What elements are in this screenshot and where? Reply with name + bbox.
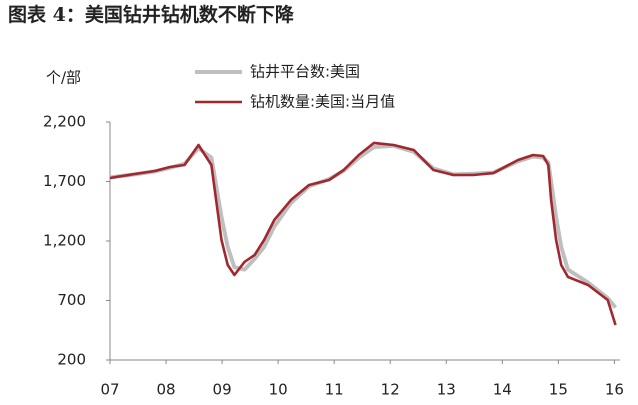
chart-title: 图表 4：美国钻井钻机数不断下降 bbox=[8, 3, 295, 26]
x-tick-label: 16 bbox=[605, 381, 624, 399]
y-tick-label: 200 bbox=[57, 351, 86, 369]
x-tick-label: 13 bbox=[437, 381, 456, 399]
legend-label: 钻井平台数:美国 bbox=[250, 63, 360, 81]
y-axis-unit: 个/部 bbox=[46, 69, 81, 87]
y-tick-label: 2,200 bbox=[43, 113, 86, 131]
x-tick-label: 09 bbox=[213, 381, 232, 399]
series-line bbox=[109, 143, 618, 309]
y-tick-label: 1,700 bbox=[43, 172, 86, 190]
series-line bbox=[109, 141, 617, 326]
y-tick-label: 700 bbox=[57, 291, 86, 309]
x-tick-label: 10 bbox=[269, 381, 288, 399]
x-tick-label: 14 bbox=[493, 381, 512, 399]
x-tick-label: 07 bbox=[100, 381, 119, 399]
y-tick-label: 1,200 bbox=[43, 232, 86, 250]
x-tick-label: 08 bbox=[156, 381, 175, 399]
x-tick-label: 11 bbox=[325, 381, 344, 399]
legend-label: 钻机数量:美国:当月值 bbox=[250, 93, 395, 111]
x-tick-label: 12 bbox=[381, 381, 400, 399]
x-tick-label: 15 bbox=[549, 381, 568, 399]
